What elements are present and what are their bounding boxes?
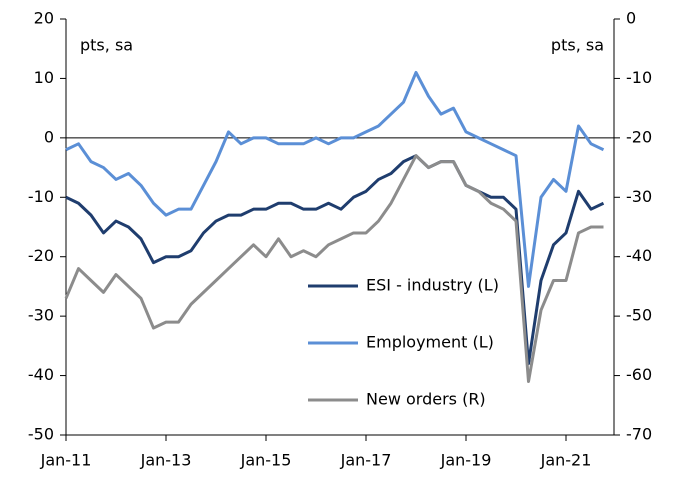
series-line: [65, 70, 605, 288]
y-tick-label: -30: [28, 306, 54, 325]
legend-label: New orders (R): [366, 390, 486, 409]
y-axis-unit: pts, sa: [80, 36, 133, 55]
y2-tick-label: -10: [626, 68, 652, 87]
y-tick-label: 20: [34, 9, 54, 28]
legend-label: ESI - industry (L): [366, 276, 499, 295]
y2-tick-label: -50: [626, 306, 652, 325]
y-tick-label: 0: [44, 127, 54, 146]
y2-tick-label: -70: [626, 425, 652, 444]
y2-tick-label: -30: [626, 187, 652, 206]
y2-axis-unit: pts, sa: [551, 36, 604, 55]
x-tick-label: Jan-11: [40, 451, 92, 470]
legend-label: Employment (L): [366, 333, 494, 352]
y2-tick-label: -20: [626, 127, 652, 146]
x-tick-label: Jan-17: [340, 451, 392, 470]
y-tick-label: 10: [34, 68, 54, 87]
y2-tick-label: -40: [626, 246, 652, 265]
y2-tick-label: 0: [626, 9, 636, 28]
y-tick-label: -40: [28, 365, 54, 384]
x-tick-label: Jan-19: [440, 451, 492, 470]
series-line: [64, 154, 604, 384]
y-tick-label: -50: [28, 425, 54, 444]
x-tick-label: Jan-21: [540, 451, 592, 470]
y2-tick-label: -60: [626, 365, 652, 384]
series-line: [65, 154, 605, 366]
y-tick-label: -20: [28, 246, 54, 265]
x-tick-label: Jan-13: [140, 451, 192, 470]
x-tick-label: Jan-15: [240, 451, 292, 470]
y-tick-label: -10: [28, 187, 54, 206]
